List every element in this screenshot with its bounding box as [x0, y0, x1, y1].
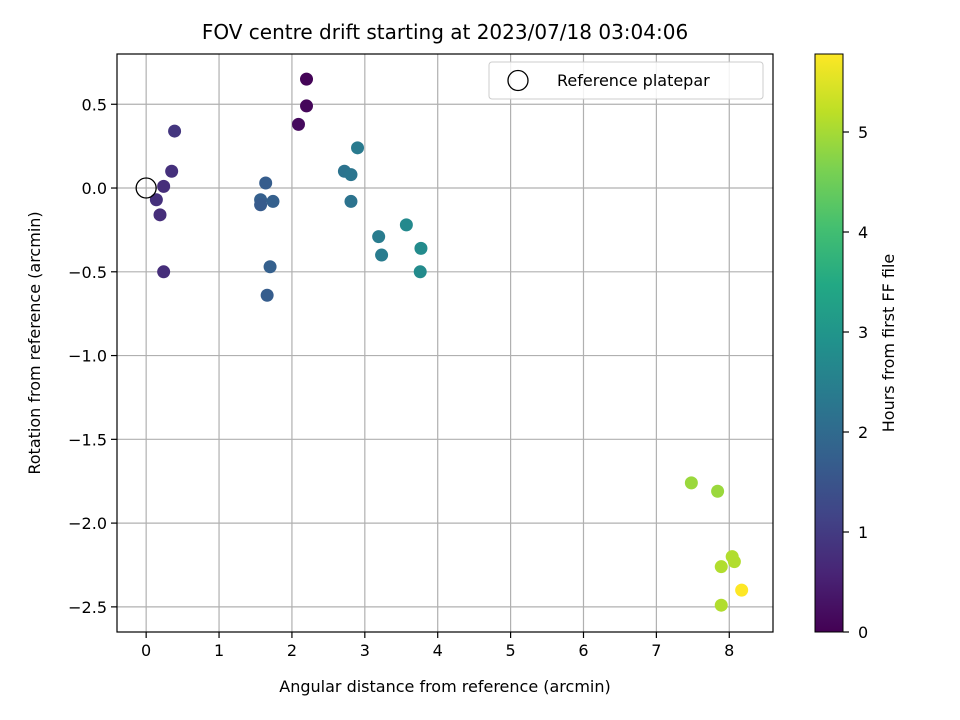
data-point — [263, 260, 277, 274]
data-point — [266, 194, 280, 208]
data-points — [149, 72, 749, 612]
data-point — [344, 168, 358, 182]
data-point — [735, 583, 749, 597]
data-point — [254, 198, 268, 212]
data-point — [375, 248, 389, 262]
data-point — [157, 265, 171, 279]
grid-lines — [117, 54, 773, 632]
colorbar-ticks: 0 1 2 3 4 5 — [843, 123, 868, 642]
y-tick-label: 0.0 — [82, 179, 107, 198]
colorbar-tick-label: 5 — [858, 123, 868, 142]
y-tick-label: 0.5 — [82, 95, 107, 114]
data-point — [153, 208, 167, 222]
data-point — [684, 476, 698, 490]
x-tick-label: 4 — [433, 641, 443, 660]
x-tick-label: 1 — [214, 641, 224, 660]
data-point — [714, 598, 728, 612]
colorbar-tick-label: 1 — [858, 523, 868, 542]
x-tick-label: 2 — [287, 641, 297, 660]
y-tick-label: −1.5 — [68, 430, 107, 449]
data-point — [291, 117, 305, 131]
y-tick-label: −0.5 — [68, 263, 107, 282]
data-point — [711, 484, 725, 498]
colorbar-tick-label: 3 — [858, 323, 868, 342]
y-tick-label: −2.5 — [68, 598, 107, 617]
y-tick-label: −1.0 — [68, 347, 107, 366]
data-point — [260, 288, 274, 302]
y-axis-ticks: −2.5 −2.0 −1.5 −1.0 −0.5 0.0 0.5 — [68, 95, 117, 617]
x-tick-label: 8 — [724, 641, 734, 660]
data-point — [714, 560, 728, 574]
data-point — [414, 241, 428, 255]
plot-frame — [116, 53, 774, 633]
colorbar-label: Hours from first FF file — [879, 254, 898, 433]
data-point — [372, 230, 386, 244]
data-point — [259, 176, 273, 190]
colorbar-tick-label: 4 — [858, 223, 868, 242]
y-axis-label: Rotation from reference (arcmin) — [25, 211, 44, 474]
data-point — [344, 194, 358, 208]
data-point — [300, 99, 314, 113]
chart-title: FOV centre drift starting at 2023/07/18 … — [202, 20, 688, 44]
data-point — [157, 179, 171, 193]
x-tick-label: 5 — [506, 641, 516, 660]
legend-entry-reference: Reference platepar — [557, 71, 710, 90]
data-point — [149, 193, 163, 207]
y-tick-label: −2.0 — [68, 514, 107, 533]
colorbar: 0 1 2 3 4 5 Hours from first FF file — [814, 53, 898, 642]
legend: Reference platepar — [488, 61, 764, 100]
legend-box — [488, 61, 764, 100]
x-tick-label: 3 — [360, 641, 370, 660]
reference-platepar-marker — [135, 177, 157, 199]
data-point — [351, 141, 365, 155]
data-point — [165, 164, 179, 178]
colorbar-tick-label: 2 — [858, 423, 868, 442]
x-axis-label: Angular distance from reference (arcmin) — [279, 677, 610, 696]
colorbar-bar — [814, 53, 844, 633]
data-point — [399, 218, 413, 232]
data-point — [413, 265, 427, 279]
reference-marker — [135, 177, 157, 199]
x-tick-label: 6 — [578, 641, 588, 660]
colorbar-tick-label: 0 — [858, 623, 868, 642]
x-tick-label: 0 — [141, 641, 151, 660]
x-axis-ticks: 0 1 2 3 4 5 6 7 8 — [141, 632, 734, 660]
x-tick-label: 7 — [651, 641, 661, 660]
data-point — [300, 72, 314, 86]
data-point — [168, 124, 182, 138]
legend-marker-reference — [507, 69, 529, 92]
data-point — [727, 555, 741, 569]
